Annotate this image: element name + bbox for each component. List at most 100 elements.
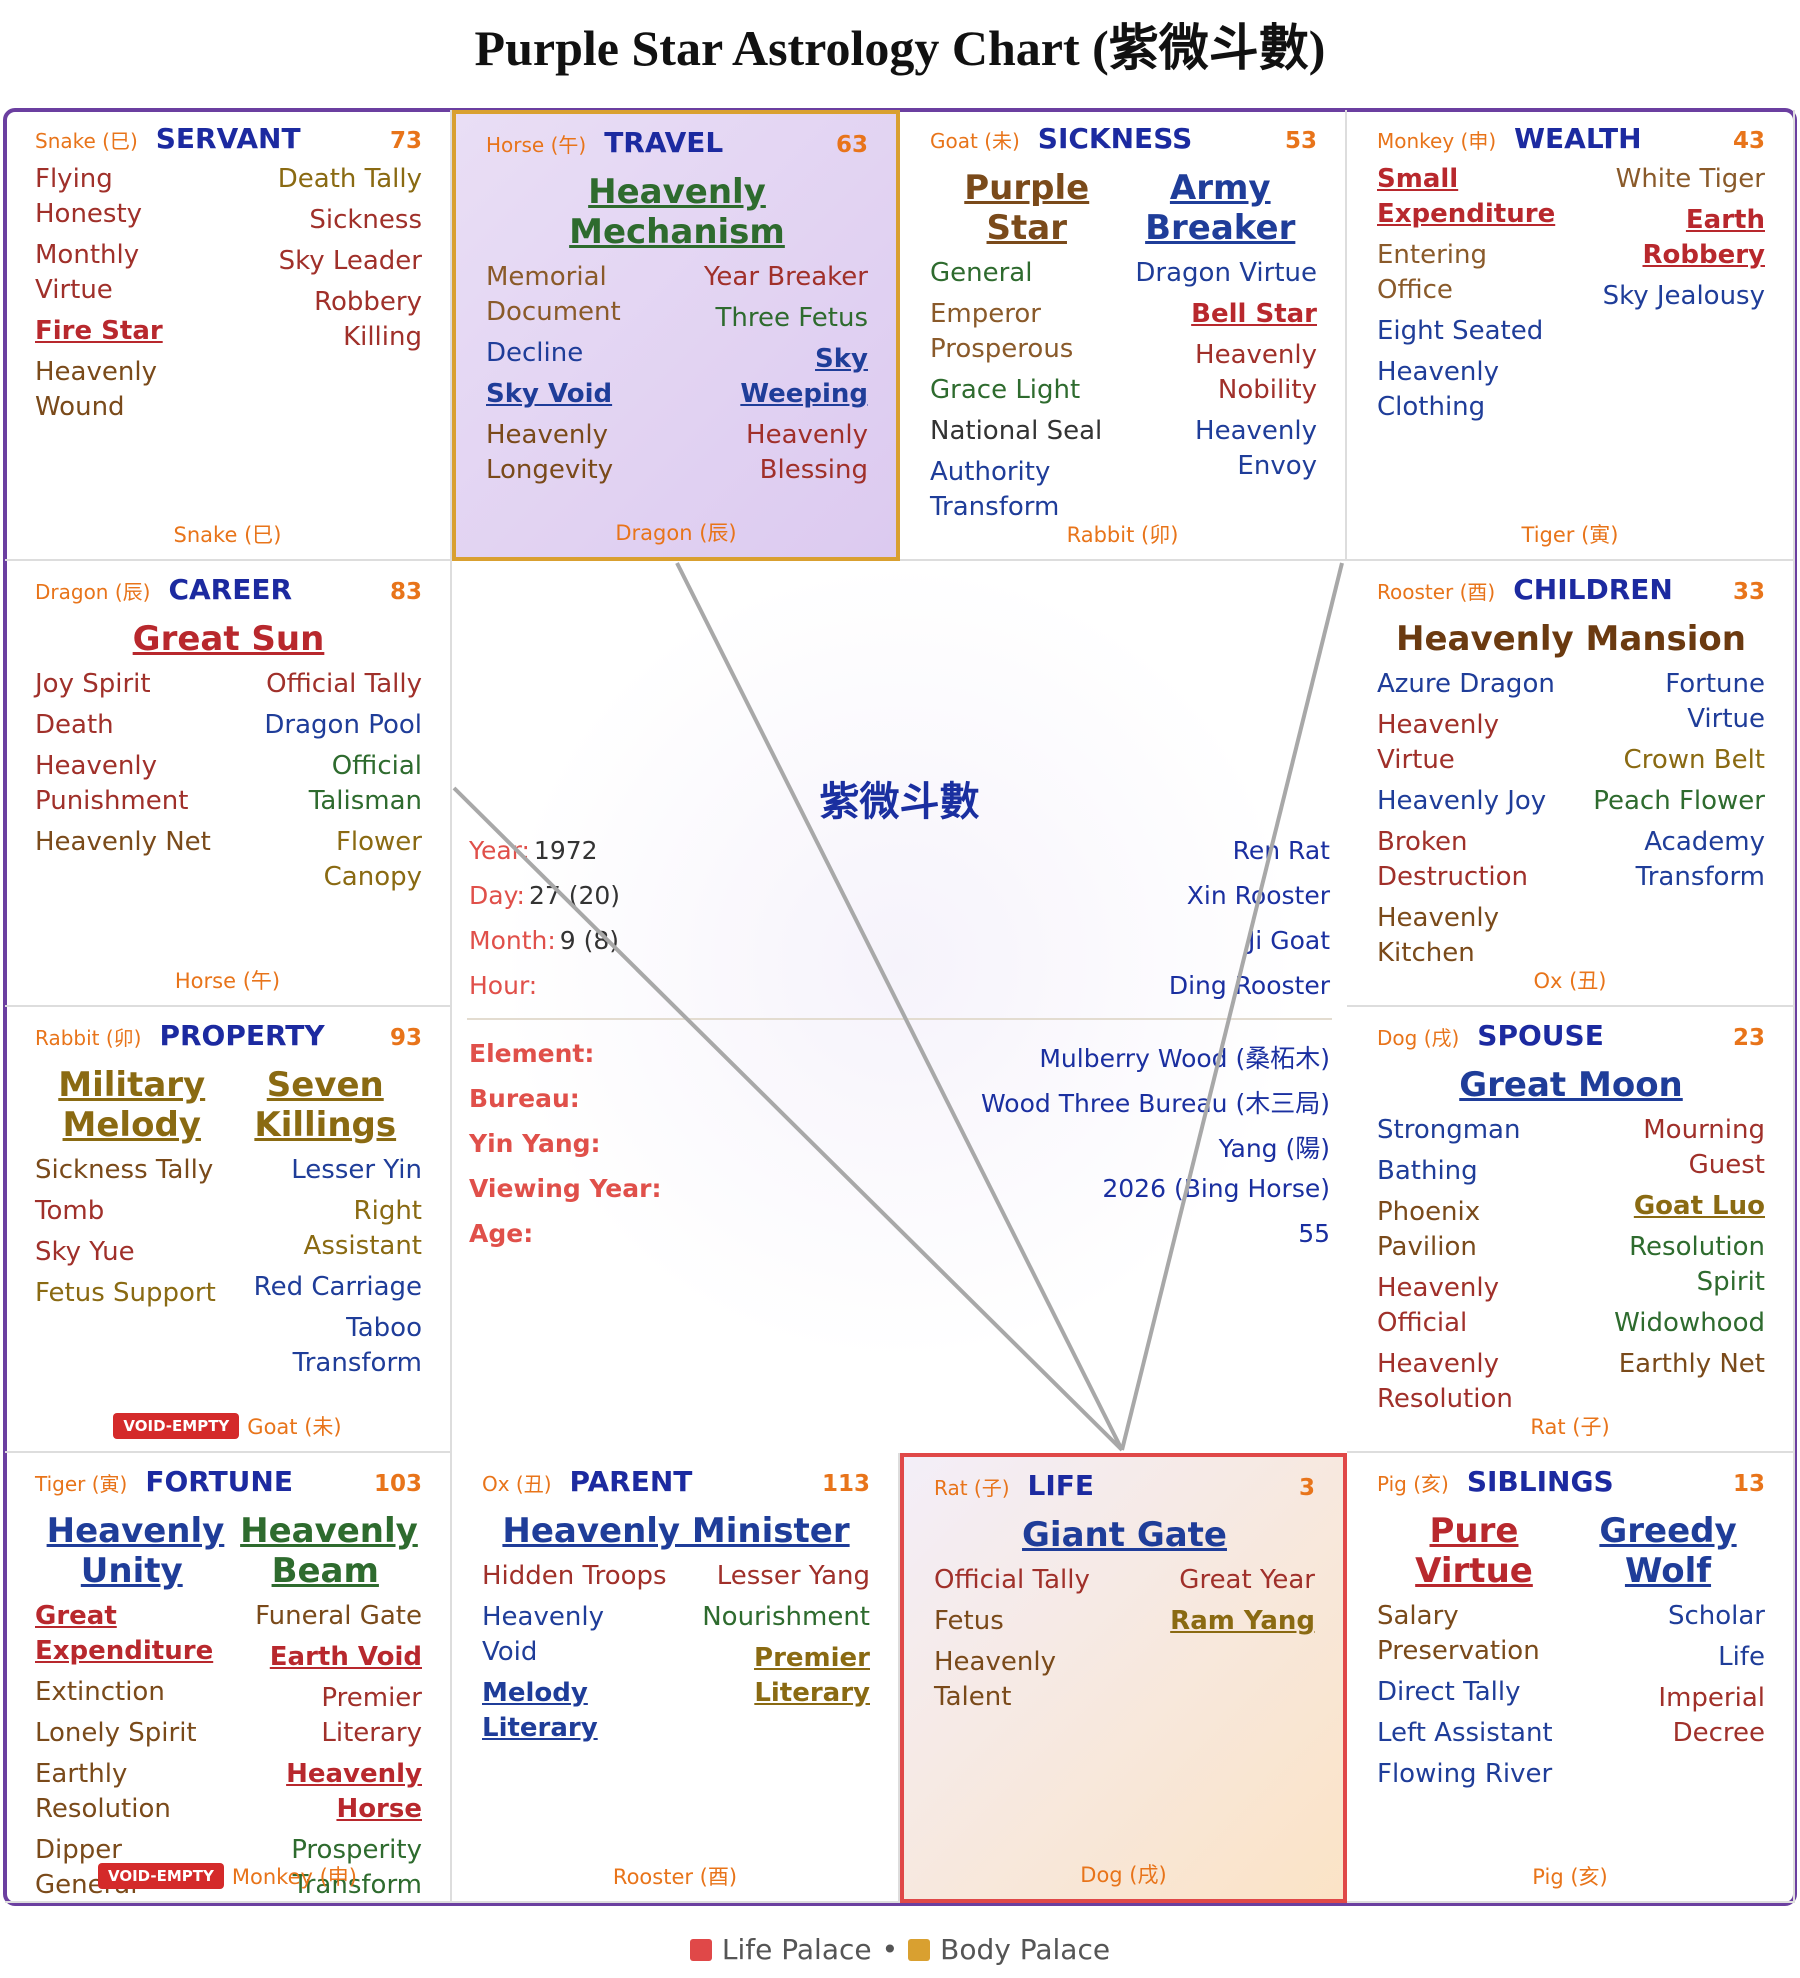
star-column: Mourning Guest Goat Luo Resolution Spirit W… — [1580, 1113, 1765, 1417]
minor-star: Flowing River — [1377, 1759, 1553, 1789]
minor-star: Taboo Transform — [292, 1313, 422, 1378]
minor-star: Premier Literary — [754, 1643, 870, 1708]
minor-star: Heavenly Punishment — [35, 751, 189, 816]
minor-star: Hidden Troops — [482, 1561, 667, 1591]
minor-star: Academy Transform — [1635, 827, 1765, 892]
star-column: Joy Spirit Death Heavenly Punishment Heaven… — [35, 667, 220, 895]
palace-header: Snake (巳) SERVANT 73 — [35, 122, 422, 162]
legend: Life Palace • Body Palace — [0, 1933, 1800, 1966]
palace-header: Pig (亥) SIBLINGS 13 — [1377, 1465, 1765, 1505]
minor-stars: Hidden Troops Heavenly Void Melody Literar… — [482, 1559, 870, 1746]
minor-stars: Azure Dragon Heavenly Virtue Heavenly Joy B… — [1377, 667, 1765, 971]
branch-label: Dog (戌) — [1377, 1026, 1460, 1050]
star-column: Small Expenditure Entering Office Eight Se… — [1377, 162, 1562, 425]
palace-footer: Rooster (酉) — [452, 1861, 898, 1891]
palace-header: Monkey (申) WEALTH 43 — [1377, 122, 1765, 162]
palace-cell: Rat (子) LIFE 3 Giant Gate Official Tally Fetu… — [900, 1453, 1347, 1903]
legend-separator: • — [881, 1933, 899, 1966]
palace-header: Ox (丑) PARENT 113 — [482, 1465, 870, 1505]
star-column: Hidden Troops Heavenly Void Melody Literar… — [482, 1559, 667, 1746]
palace-footer: Dragon (辰) — [456, 517, 896, 547]
palace-header: Rooster (酉) CHILDREN 33 — [1377, 573, 1765, 613]
branch-label: Ox (丑) — [482, 1472, 552, 1496]
main-stars: Heavenly Minister — [482, 1511, 870, 1551]
minor-star: Nourishment — [702, 1602, 870, 1632]
birth-value: 9 (8) — [559, 926, 620, 955]
detail-value: Yang (陽) — [1218, 1134, 1330, 1163]
birth-pillar: Ji Goat — [1247, 926, 1330, 955]
palace-number: 93 — [389, 1025, 422, 1051]
main-star: Greedy Wolf — [1599, 1511, 1737, 1591]
minor-stars: Salary Preservation Direct Tally Left Assi… — [1377, 1599, 1765, 1792]
minor-star: Left Assistant — [1377, 1718, 1553, 1748]
palace-footer: Dog (戌) — [904, 1859, 1343, 1889]
minor-star: Lonely Spirit — [35, 1718, 197, 1748]
star-column: Lesser Yin Right Assistant Red Carriage Tab… — [237, 1153, 422, 1381]
palace-footer: Tiger (寅) — [1347, 519, 1793, 549]
palace-name: FORTUNE — [145, 1465, 293, 1498]
star-column: Great Expenditure Extinction Lonely Spirit… — [35, 1599, 220, 1903]
minor-star: Lesser Yin — [291, 1155, 422, 1185]
minor-star: Earthly Net — [1618, 1349, 1765, 1379]
palace-cell: Dragon (辰) CAREER 83 Great Sun Joy Spirit Dea… — [5, 561, 452, 1007]
minor-star: Heavenly Nobility — [1195, 340, 1317, 405]
minor-star: Heavenly Clothing — [1377, 357, 1499, 422]
palace-name: WEALTH — [1514, 122, 1642, 155]
minor-star: Three Fetus — [715, 303, 868, 333]
palace-footer: Snake (巳) — [5, 519, 450, 549]
minor-star: Joy Spirit — [35, 669, 151, 699]
minor-star: Earth Robbery — [1642, 205, 1765, 270]
detail-value: 55 — [1298, 1219, 1330, 1248]
birth-row: Year: 1972 — [469, 836, 598, 865]
star-column: General Emperor Prosperous Grace Light Nati… — [930, 256, 1115, 525]
star-column: Strongman Bathing Phoenix Pavilion Heavenly… — [1377, 1113, 1562, 1417]
branch-label: Monkey (申) — [1377, 129, 1497, 153]
main-star: Giant Gate — [1022, 1515, 1227, 1555]
star-column: Lesser Yang Nourishment Premier Literary — [685, 1559, 870, 1746]
palace-name: TRAVEL — [604, 126, 724, 159]
minor-star: Dragon Virtue — [1135, 258, 1317, 288]
main-stars: Heavenly Mechanism — [486, 172, 868, 252]
main-star: Great Moon — [1459, 1065, 1683, 1105]
birth-row: Hour: — [469, 971, 537, 1000]
minor-star: Red Carriage — [253, 1272, 422, 1302]
minor-star: Sky Leader — [278, 246, 422, 276]
minor-star: Flower Canopy — [323, 827, 422, 892]
palace-name: SPOUSE — [1477, 1019, 1604, 1052]
star-column: Official Tally Dragon Pool Official Talism… — [237, 667, 422, 895]
palace-number: 83 — [389, 579, 422, 605]
footer-branch: Horse (午) — [174, 969, 281, 993]
palace-number: 73 — [389, 128, 422, 154]
minor-star: White Tiger — [1615, 164, 1765, 194]
palace-header: Goat (未) SICKNESS 53 — [930, 122, 1317, 162]
minor-star: Fetus — [934, 1606, 1004, 1636]
minor-star: Sky Jealousy — [1602, 281, 1765, 311]
void-empty-badge: VOID-EMPTY — [97, 1863, 224, 1889]
minor-star: Earth Void — [269, 1642, 422, 1672]
center-panel: 紫微斗數 Year: 1972 Ren Rat Day: 27 (20) Xin Roost… — [452, 561, 1347, 1453]
birth-pillar: Ding Rooster — [1168, 971, 1330, 1000]
minor-star: Premier Literary — [321, 1683, 422, 1748]
branch-label: Rabbit (卯) — [35, 1026, 142, 1050]
palace-header: Dog (戌) SPOUSE 23 — [1377, 1019, 1765, 1059]
legend-swatch — [908, 1938, 931, 1961]
main-stars: Great Moon — [1377, 1065, 1765, 1105]
palace-footer: Horse (午) — [5, 965, 450, 995]
legend-swatch — [689, 1938, 712, 1961]
palace-cell: Goat (未) SICKNESS 53 Purple Star Army Breake… — [900, 110, 1347, 561]
birth-pillar: Xin Rooster — [1186, 881, 1330, 910]
palace-cell: Tiger (寅) FORTUNE 103 Heavenly Unity Heavenl… — [5, 1453, 452, 1903]
star-column: Official Tally Fetus Heavenly Talent — [934, 1563, 1119, 1715]
footer-branch: Tiger (寅) — [1521, 523, 1619, 547]
main-star: Heavenly Minister — [502, 1511, 850, 1551]
minor-star: Grace Light — [930, 375, 1081, 405]
branch-label: Rat (子) — [934, 1476, 1010, 1500]
palace-header: Tiger (寅) FORTUNE 103 — [35, 1465, 422, 1505]
palace-name: CHILDREN — [1513, 573, 1673, 606]
minor-star: Sickness — [309, 205, 422, 235]
minor-star: Life — [1718, 1642, 1765, 1672]
chart-frame — [3, 108, 1797, 1906]
minor-stars: General Emperor Prosperous Grace Light Nati… — [930, 256, 1317, 525]
minor-star: Azure Dragon — [1377, 669, 1555, 699]
birth-label: Hour: — [469, 971, 538, 1000]
